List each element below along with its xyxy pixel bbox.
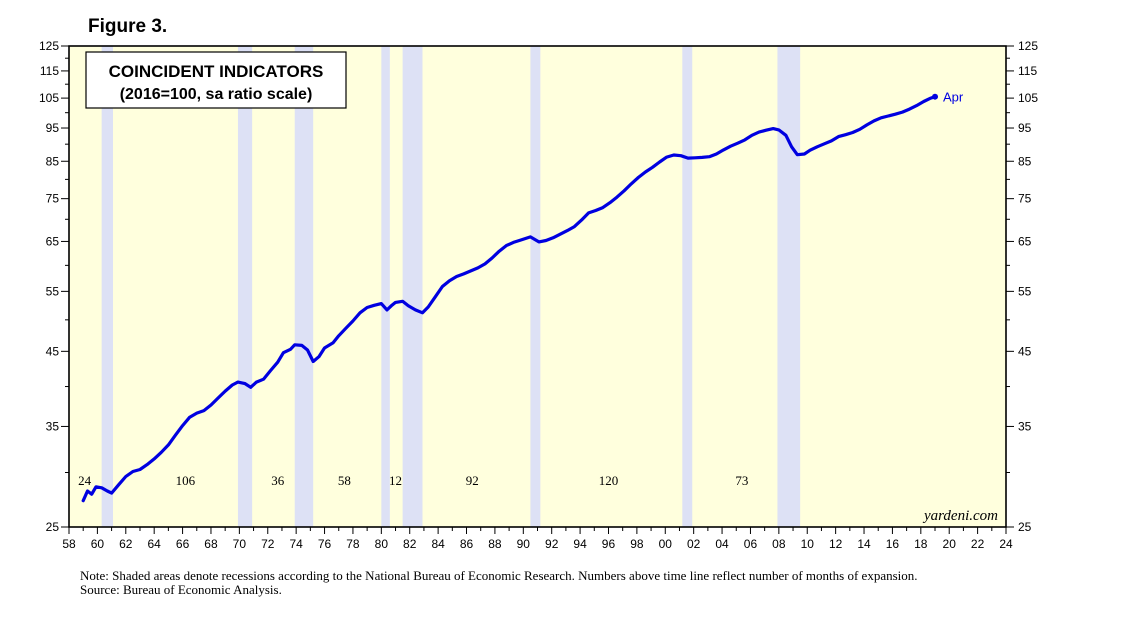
- y-tick-label-left: 65: [46, 234, 60, 248]
- expansion-labels: 24 106 36 58 12 92 120 73: [78, 473, 748, 488]
- x-tick-label: 78: [346, 537, 360, 551]
- recession-band: [101, 46, 114, 527]
- expansion-label: 106: [176, 473, 196, 488]
- y-tick-label-left: 125: [39, 39, 59, 53]
- expansion-label: 92: [466, 473, 479, 488]
- recession-band: [682, 46, 693, 527]
- x-tick-label: 62: [119, 537, 133, 551]
- y-tick-label-left: 25: [46, 520, 60, 534]
- x-tick-label: 94: [573, 537, 587, 551]
- y-tick-label-left: 45: [46, 344, 60, 358]
- y-tick-label-right: 125: [1018, 39, 1038, 53]
- y-tick-label-right: 75: [1018, 192, 1032, 206]
- y-tick-label-left: 35: [46, 419, 60, 433]
- x-tick-label: 64: [148, 537, 162, 551]
- y-tick-label-right: 95: [1018, 121, 1032, 135]
- x-tick-label: 10: [801, 537, 815, 551]
- recession-shading: [101, 46, 801, 527]
- recession-band: [237, 46, 253, 527]
- x-tick-label: 88: [488, 537, 502, 551]
- y-tick-label-left: 75: [46, 192, 60, 206]
- expansion-label: 120: [599, 473, 619, 488]
- x-tick-label: 58: [62, 537, 76, 551]
- plot-frame: [68, 45, 1007, 528]
- x-tick-label: 80: [375, 537, 389, 551]
- x-tick-label: 76: [318, 537, 332, 551]
- x-tick-label: 22: [971, 537, 985, 551]
- expansion-label: 58: [338, 473, 351, 488]
- x-tick-label: 96: [602, 537, 616, 551]
- x-tick-label: 02: [687, 537, 701, 551]
- title-box-frame: [85, 51, 347, 109]
- source-text: Source: Bureau of Economic Analysis.: [80, 582, 282, 597]
- title-box: COINCIDENT INDICATORS (2016=100, sa rati…: [85, 51, 347, 109]
- x-tick-label: 68: [204, 537, 218, 551]
- recession-band: [402, 46, 423, 527]
- y-tick-label-right: 85: [1018, 154, 1032, 168]
- x-tick-label: 92: [545, 537, 559, 551]
- x-tick-label: 98: [630, 537, 644, 551]
- x-tick-label: 66: [176, 537, 190, 551]
- x-tick-label: 16: [886, 537, 900, 551]
- expansion-label: 24: [78, 473, 92, 488]
- y-tick-label-left: 55: [46, 284, 60, 298]
- y-tick-label-left: 105: [39, 91, 59, 105]
- watermark: yardeni.com: [922, 508, 998, 524]
- figure-label: Figure 3.: [88, 16, 168, 37]
- recession-band: [381, 46, 390, 527]
- end-label: Apr: [943, 90, 964, 105]
- y-tick-label-right: 105: [1018, 91, 1038, 105]
- x-tick-label: 70: [233, 537, 247, 551]
- chart-subtitle: (2016=100, sa ratio scale): [120, 86, 313, 103]
- x-tick-label: 08: [772, 537, 786, 551]
- x-tick-label: 20: [943, 537, 957, 551]
- y-tick-label-right: 115: [1018, 64, 1037, 78]
- recession-band: [777, 46, 801, 527]
- y-tick-label-right: 45: [1018, 344, 1032, 358]
- x-tick-label: 86: [460, 537, 474, 551]
- series-end-point: [932, 93, 939, 100]
- expansion-label: 12: [389, 473, 402, 488]
- x-tick-label: 84: [431, 537, 445, 551]
- y-tick-label-left: 85: [46, 154, 60, 168]
- x-tick-label: 04: [715, 537, 729, 551]
- notes: Note: Shaded areas denote recessions acc…: [80, 569, 1000, 597]
- y-tick-label-right: 25: [1018, 520, 1032, 534]
- x-tick-label: 00: [659, 537, 673, 551]
- y-tick-label-right: 65: [1018, 234, 1032, 248]
- expansion-label: 73: [735, 473, 748, 488]
- y-tick-label-left: 115: [40, 64, 59, 78]
- y-tick-label-right: 35: [1018, 419, 1032, 433]
- expansion-label: 36: [271, 473, 285, 488]
- x-tick-label: 82: [403, 537, 417, 551]
- axis-ticks: 25 25 35 35 45 45 55 55 65 65 75 75 85 85 95 95 105 105 11…: [39, 39, 1038, 551]
- x-tick-label: 72: [261, 537, 275, 551]
- x-tick-label: 60: [91, 537, 105, 551]
- series-line: [81, 95, 937, 503]
- recession-band: [294, 46, 314, 527]
- x-tick-label: 24: [999, 537, 1013, 551]
- chart-title: COINCIDENT INDICATORS: [109, 62, 324, 81]
- note-text: Note: Shaded areas denote recessions acc…: [80, 568, 918, 583]
- x-tick-label: 74: [289, 537, 303, 551]
- x-tick-label: 14: [857, 537, 871, 551]
- x-tick-label: 90: [517, 537, 531, 551]
- x-tick-label: 06: [744, 537, 758, 551]
- x-tick-label: 18: [914, 537, 928, 551]
- recession-band: [530, 46, 541, 527]
- x-tick-label: 12: [829, 537, 843, 551]
- y-tick-label-right: 55: [1018, 284, 1032, 298]
- y-tick-label-left: 95: [46, 121, 60, 135]
